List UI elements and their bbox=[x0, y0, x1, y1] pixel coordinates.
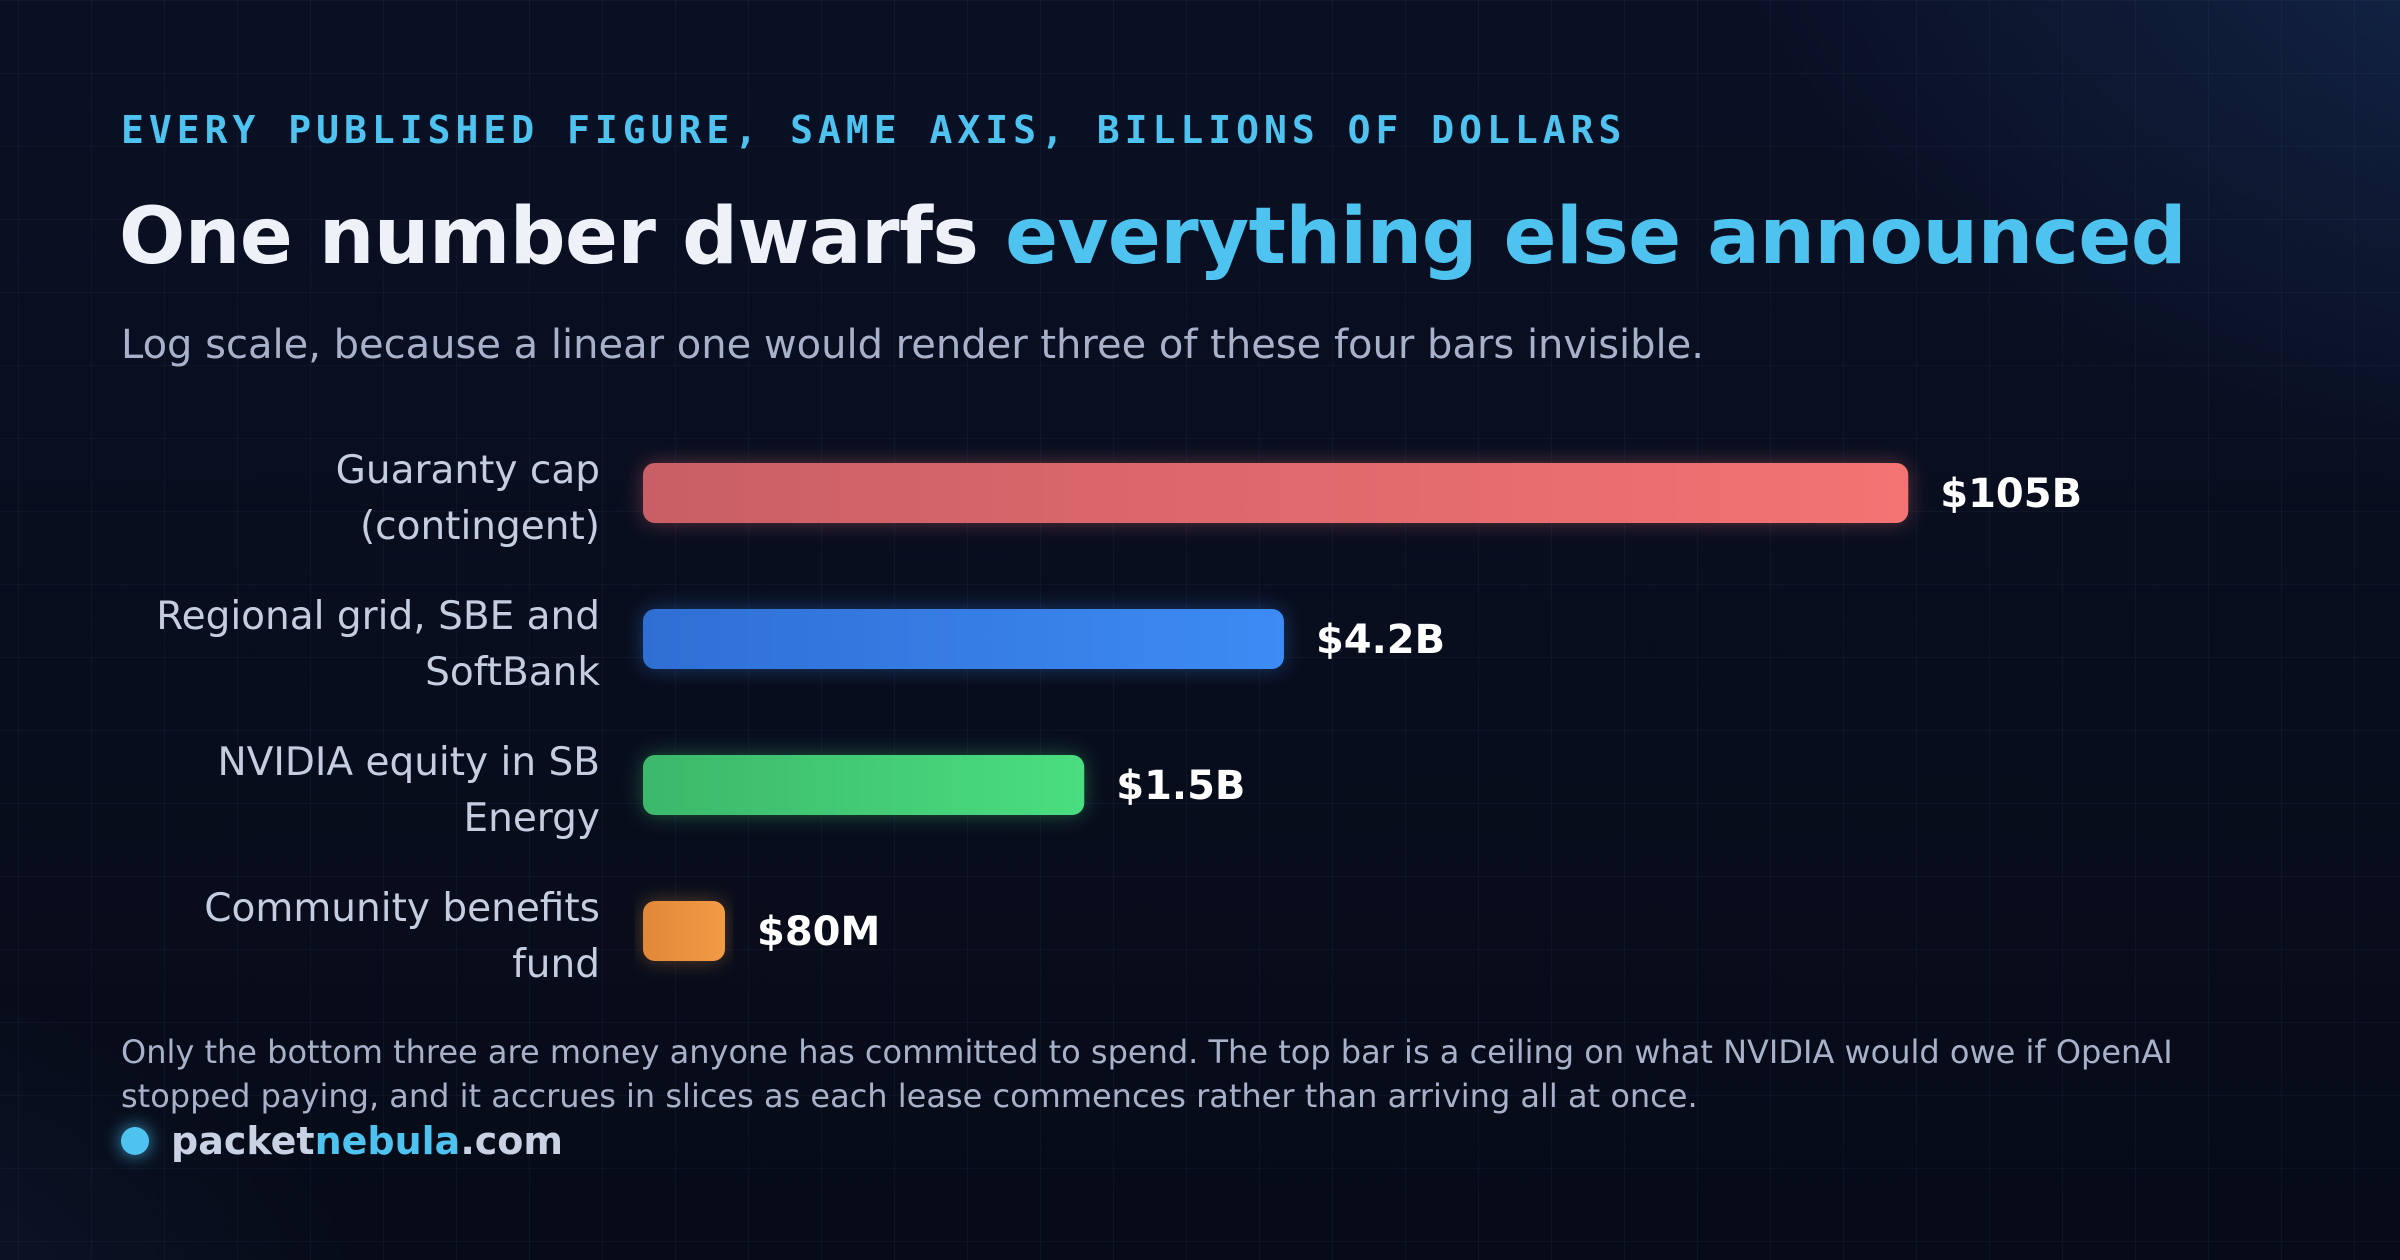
chart-title: One number dwarfs everything else announ… bbox=[119, 192, 2187, 282]
category-label: NVIDIA equity in SB bbox=[218, 740, 601, 785]
bar bbox=[643, 901, 725, 961]
data-label: $1.5B bbox=[1116, 763, 1245, 809]
data-label: $4.2B bbox=[1316, 617, 1445, 663]
brand-accent: nebula bbox=[314, 1119, 461, 1163]
category-label: (contingent) bbox=[360, 504, 600, 549]
brand-suffix: .com bbox=[460, 1119, 563, 1163]
bar bbox=[643, 609, 1284, 669]
category-label: Guaranty cap bbox=[336, 448, 600, 493]
category-label: Community benefits bbox=[204, 886, 600, 931]
brand-dot-icon bbox=[121, 1127, 149, 1155]
footnote: Only the bottom three are money anyone h… bbox=[121, 1033, 2173, 1115]
brand-prefix: packet bbox=[171, 1119, 315, 1163]
chart-subtitle: Log scale, because a linear one would re… bbox=[121, 322, 1704, 368]
category-label: Energy bbox=[463, 796, 600, 841]
bar-chart: $105B Guaranty cap (contingent) $4.2B Region… bbox=[156, 448, 2082, 987]
title-accent: everything else announced bbox=[1005, 192, 2187, 282]
category-label: Regional grid, SBE and bbox=[156, 594, 600, 639]
bar bbox=[643, 463, 1909, 523]
data-label: $105B bbox=[1940, 471, 2082, 517]
bar bbox=[643, 755, 1085, 815]
eyebrow: EVERY PUBLISHED FIGURE, SAME AXIS, BILLI… bbox=[121, 108, 1627, 152]
category-label: fund bbox=[512, 942, 600, 987]
brand-link[interactable]: packetnebula.com bbox=[171, 1119, 563, 1163]
brand: packetnebula.com bbox=[121, 1119, 563, 1163]
title-main: One number dwarfs bbox=[119, 192, 1006, 282]
category-label: SoftBank bbox=[425, 650, 600, 695]
data-label: $80M bbox=[757, 909, 880, 955]
